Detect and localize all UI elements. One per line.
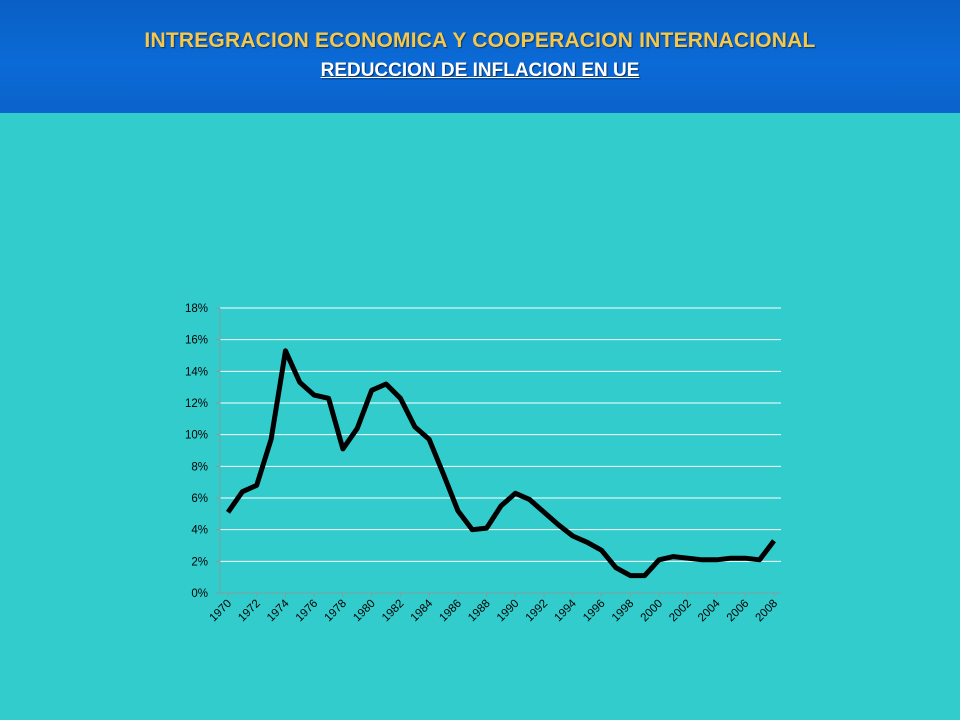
inflation-series-line xyxy=(225,348,776,579)
x-tick-label: 1990 xyxy=(495,598,522,625)
x-tick-label: 1972 xyxy=(236,598,263,625)
x-tick-label: 1984 xyxy=(409,597,436,624)
y-tick-label: 2% xyxy=(191,556,208,568)
x-tick-label: 1974 xyxy=(265,597,292,624)
x-tick-label: 2004 xyxy=(696,597,723,624)
x-tick-label: 1986 xyxy=(437,598,464,625)
x-tick-label: 1978 xyxy=(322,598,349,625)
y-tick-label: 4% xyxy=(191,525,208,537)
y-tick-label: 10% xyxy=(185,430,208,442)
slide-subtitle: REDUCCION DE INFLACION EN UE xyxy=(320,60,640,81)
x-tick-label: 1970 xyxy=(208,598,235,625)
x-tick-label: 2002 xyxy=(667,598,694,625)
x-tick-label: 1994 xyxy=(552,597,579,624)
y-tick-label: 6% xyxy=(191,493,208,505)
y-tick-label: 8% xyxy=(191,461,208,473)
grid-layer xyxy=(220,307,781,562)
axis-layer xyxy=(216,307,781,597)
y-tick-label: 18% xyxy=(185,303,208,315)
label-layer: 0%2%4%6%8%10%12%14%16%18%1970 1972 1974 197… xyxy=(185,303,780,624)
x-tick-label: 2006 xyxy=(725,598,752,625)
header-bar: INTREGRACION ECONOMICA Y COOPERACION INT… xyxy=(0,0,960,113)
y-tick-label: 16% xyxy=(185,335,208,347)
y-tick-label: 0% xyxy=(191,588,208,600)
y-tick-label: 12% xyxy=(185,398,208,410)
x-tick-label: 2000 xyxy=(639,598,666,625)
x-tick-label: 1976 xyxy=(294,598,321,625)
slide-title: INTREGRACION ECONOMICA Y COOPERACION INT… xyxy=(144,29,816,52)
series-layer xyxy=(225,348,776,579)
x-tick-label: 2008 xyxy=(754,598,781,625)
y-tick-label: 14% xyxy=(185,366,208,378)
x-tick-label: 1988 xyxy=(466,598,493,625)
x-tick-label: 1992 xyxy=(524,598,551,625)
x-tick-label: 1982 xyxy=(380,598,407,625)
x-tick-label: 1998 xyxy=(610,598,637,625)
x-tick-label: 1980 xyxy=(351,598,378,625)
x-tick-label: 1996 xyxy=(581,598,608,625)
